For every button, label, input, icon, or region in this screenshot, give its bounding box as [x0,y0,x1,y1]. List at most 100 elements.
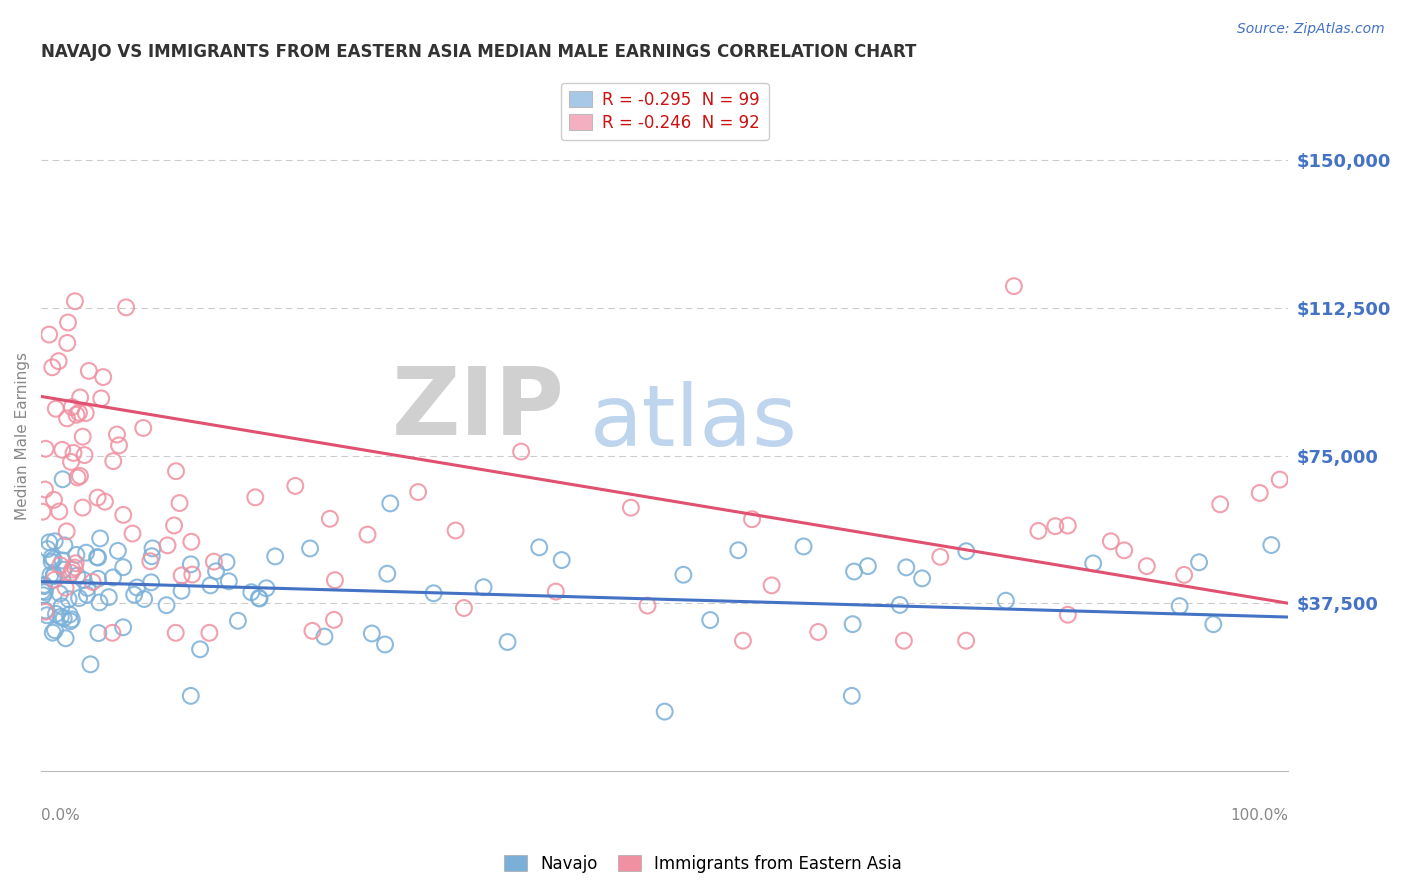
Point [1202,617,1225,632]
Point [52,472,75,486]
Point [1045,519,1067,533]
Point [121,526,143,541]
Point [807,625,830,640]
Point [205,564,228,578]
Point [731,633,754,648]
Point [41,360,63,375]
Point [181,567,204,582]
Point [170,568,193,582]
Point [69,469,91,483]
Point [34,603,56,617]
Point [48,354,70,368]
Point [91,370,114,384]
Point [53,538,76,552]
Point [55,524,77,539]
Point [58,592,80,607]
Point [141,541,163,556]
Point [42,492,65,507]
Point [55,632,77,646]
Point [356,527,378,541]
Point [87,550,110,565]
Point [896,560,918,574]
Point [122,588,145,602]
Point [620,500,643,515]
Point [672,567,695,582]
Point [56,335,79,350]
Point [60,612,83,626]
Point [103,454,125,468]
Point [49,558,72,573]
Point [48,504,70,518]
Point [125,581,148,595]
Text: NAVAJO VS IMMIGRANTS FROM EASTERN ASIA MEDIAN MALE EARNINGS CORRELATION CHART: NAVAJO VS IMMIGRANTS FROM EASTERN ASIA M… [41,43,917,61]
Point [180,558,202,572]
Point [42,552,65,566]
Point [654,705,676,719]
Point [323,613,346,627]
Point [893,633,915,648]
Point [699,613,721,627]
Point [87,626,110,640]
Point [97,590,120,604]
Point [375,566,398,581]
Point [112,560,135,574]
Point [134,592,156,607]
Point [841,689,863,703]
Point [200,578,222,592]
Point [841,617,863,632]
Point [65,556,87,570]
Point [41,555,63,569]
Point [86,550,108,565]
Point [141,549,163,564]
Point [510,444,533,458]
Point [44,624,66,638]
Point [49,610,72,624]
Point [79,657,101,672]
Point [90,392,112,406]
Point [38,535,60,549]
Point [67,591,90,606]
Point [380,496,402,510]
Point [1260,538,1282,552]
Point [32,588,55,602]
Text: Source: ZipAtlas.com: Source: ZipAtlas.com [1237,22,1385,37]
Point [112,508,135,522]
Point [75,546,97,560]
Point [1209,497,1232,511]
Point [52,553,75,567]
Point [1056,518,1078,533]
Point [170,583,193,598]
Legend: R = -0.295  N = 99, R = -0.246  N = 92: R = -0.295 N = 99, R = -0.246 N = 92 [561,83,769,140]
Point [60,455,83,469]
Point [249,591,271,606]
Point [889,598,911,612]
Point [42,567,65,582]
Point [240,585,263,599]
Point [264,549,287,564]
Point [69,391,91,405]
Point [1114,543,1136,558]
Point [1136,559,1159,574]
Point [107,544,129,558]
Point [55,581,77,595]
Point [139,554,162,568]
Point [226,614,249,628]
Point [955,633,977,648]
Text: 100.0%: 100.0% [1230,807,1288,822]
Point [165,464,187,478]
Point [955,544,977,558]
Point [453,601,475,615]
Point [1173,567,1195,582]
Point [49,587,72,601]
Point [62,446,84,460]
Point [163,518,186,533]
Point [165,625,187,640]
Point [727,543,749,558]
Text: ZIP: ZIP [392,363,565,455]
Point [72,430,94,444]
Point [360,626,382,640]
Point [299,541,322,556]
Point [31,505,53,519]
Point [101,570,124,584]
Point [60,562,83,576]
